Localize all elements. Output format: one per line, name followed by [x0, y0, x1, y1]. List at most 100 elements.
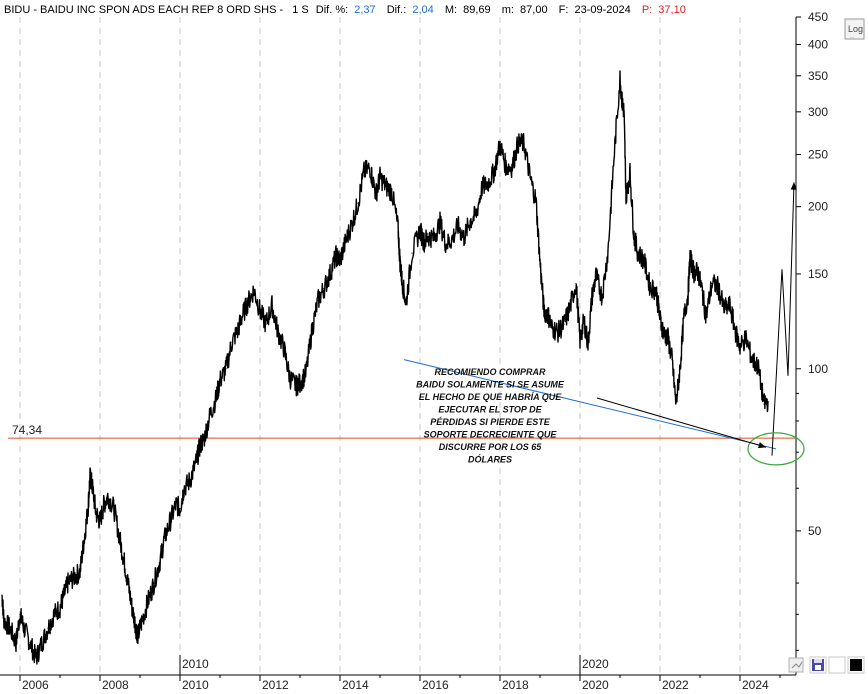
price-point: [231, 341, 233, 343]
price-point: [119, 539, 121, 542]
price-point: [523, 142, 525, 145]
price-point: [1, 594, 3, 596]
price-point: [283, 348, 285, 350]
price-point: [757, 365, 759, 368]
price-point: [423, 241, 425, 243]
log-scale-toggle[interactable]: Log ...: [844, 18, 865, 40]
price-point: [671, 359, 673, 361]
price-point: [391, 191, 393, 193]
price-point: [445, 244, 447, 246]
price-point: [203, 438, 205, 440]
price-point: [241, 315, 243, 318]
price-point: [153, 582, 155, 584]
price-point: [237, 329, 239, 331]
header-info: BIDU - BAIDU INC SPON ADS EACH REP 8 ORD…: [4, 4, 686, 16]
price-point: [247, 301, 249, 303]
price-point: [729, 305, 731, 307]
price-point: [543, 310, 545, 312]
header-date-label: F:: [559, 4, 569, 16]
price-point: [59, 607, 61, 609]
price-point: [209, 414, 211, 416]
price-point: [539, 261, 541, 263]
price-point: [363, 171, 365, 173]
save-icon[interactable]: [809, 656, 827, 674]
y-tick-label-250: 250: [808, 147, 828, 161]
price-series-points: [1, 77, 769, 659]
log-toggle-sub: ...: [850, 34, 854, 40]
price-point: [623, 111, 625, 113]
price-point: [199, 445, 201, 447]
black-square-icon[interactable]: [847, 656, 865, 674]
price-point: [649, 286, 651, 288]
price-point: [311, 329, 313, 331]
price-point: [659, 317, 661, 320]
price-point: [575, 282, 577, 285]
x-axis: 2006 2008 2010 2012 2014 2016 2018 2020 2022 2024…: [19, 655, 781, 692]
x-tick-label-2010: 2010: [182, 678, 209, 692]
x-tick-label-2022: 2022: [662, 678, 689, 692]
price-point: [189, 479, 191, 482]
x-major-label-2010: 2010: [182, 657, 209, 671]
price-point: [99, 521, 101, 523]
price-point: [83, 539, 85, 542]
price-point: [625, 195, 627, 197]
price-point: [131, 607, 133, 609]
color-square-icon[interactable]: [828, 656, 846, 674]
price-point: [335, 255, 337, 257]
price-point: [379, 176, 381, 178]
price-point: [103, 503, 105, 505]
projection-line: [771, 182, 795, 456]
annotation-note-line: PÉRDIDAS SI PIERDE ESTE: [430, 417, 551, 427]
projection-arrowhead: [790, 182, 797, 190]
price-point: [401, 279, 403, 281]
price-point: [697, 271, 699, 273]
price-point: [735, 333, 737, 335]
price-point: [91, 483, 93, 485]
price-point: [591, 296, 593, 298]
price-point: [689, 256, 691, 258]
x-tick-label-2024: 2024: [742, 678, 769, 692]
trend-line: [403, 359, 777, 450]
price-point: [419, 229, 421, 231]
price-point: [137, 634, 139, 636]
price-point: [511, 166, 513, 168]
price-point: [289, 377, 291, 379]
header-diff-label: Dif.:: [387, 4, 407, 16]
x-tick-label-2006: 2006: [22, 678, 49, 692]
price-point: [357, 202, 359, 204]
price-point: [89, 476, 91, 478]
price-point: [601, 296, 603, 298]
price-point: [667, 337, 669, 339]
price-point: [517, 142, 519, 145]
autoscale-icon[interactable]: [788, 657, 804, 673]
price-point: [751, 359, 753, 361]
y-tick-label-350: 350: [808, 69, 828, 83]
price-point: [147, 600, 149, 602]
annotation-note: RECOMIENDO COMPRAR BAIDU SOLAMENTE SI SE …: [416, 367, 565, 465]
x-major-label-2020: 2020: [582, 657, 609, 671]
price-point: [637, 252, 639, 254]
price-point: [563, 323, 565, 325]
price-point: [87, 507, 89, 510]
price-point: [457, 225, 459, 227]
header-period: 1 S: [292, 4, 309, 16]
price-point: [529, 176, 531, 178]
price-point: [745, 337, 747, 339]
price-point: [47, 627, 49, 629]
price-point: [345, 239, 347, 242]
price-point: [127, 582, 129, 584]
price-point: [135, 627, 137, 629]
price-point: [701, 289, 703, 291]
x-tick-label-2016: 2016: [422, 678, 449, 692]
price-point: [169, 521, 171, 523]
price-point: [643, 259, 645, 261]
price-point: [405, 303, 407, 305]
price-point: [277, 331, 279, 333]
header-symbol: BIDU - BAIDU INC SPON ADS EACH REP 8 ORD…: [4, 4, 283, 16]
price-point: [739, 345, 741, 348]
price-point: [271, 305, 273, 307]
price-point: [339, 259, 341, 261]
price-point: [439, 221, 441, 223]
price-point: [505, 166, 507, 168]
